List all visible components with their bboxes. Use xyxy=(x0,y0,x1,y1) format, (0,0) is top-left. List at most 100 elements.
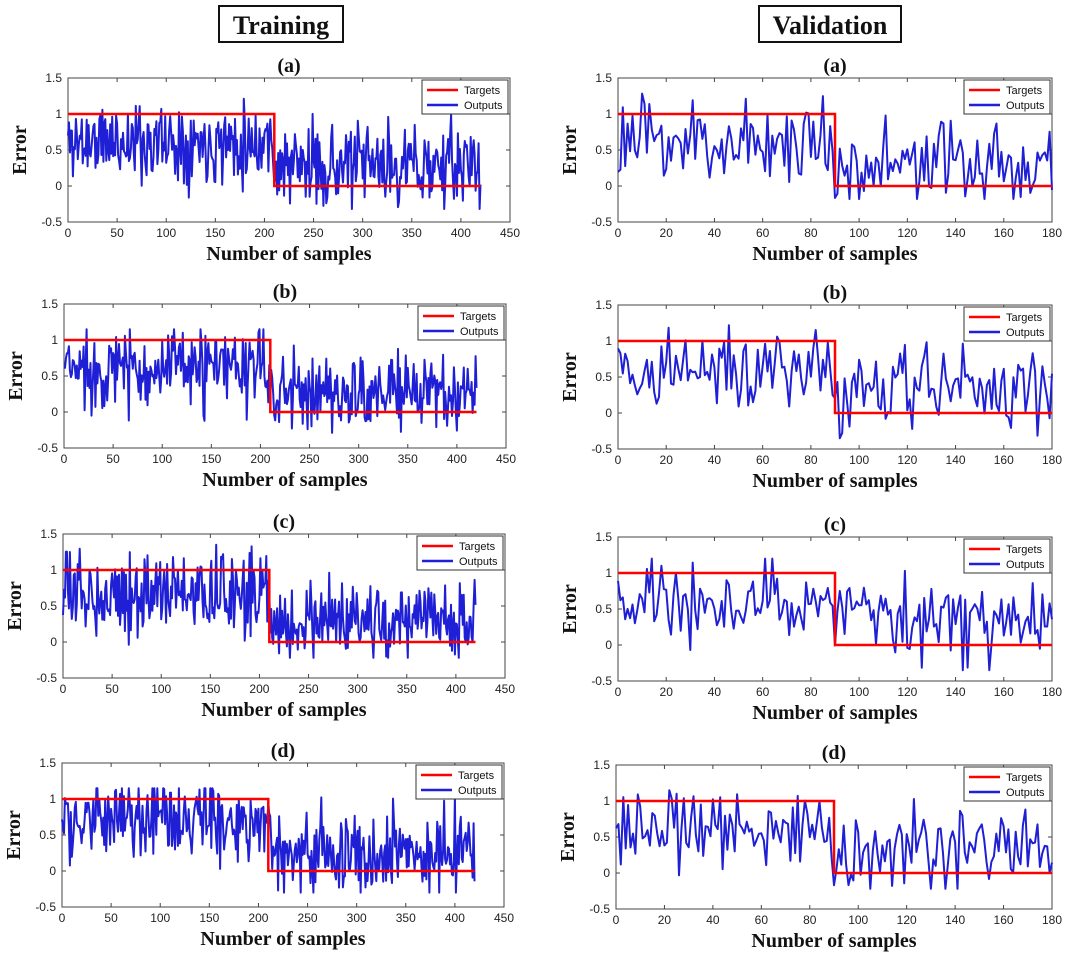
plot-7-xtick-label: 150 xyxy=(199,911,219,925)
plot-6-ytick-label: 0.5 xyxy=(595,602,612,616)
plot-2-validation: (a)0 20 40 60 80 100 120 140 160 180-0.500.511.5N… xyxy=(559,55,1062,265)
plot-6-validation: (c)0 20 40 60 80 100 120 140 160 180-0.500.511.5N… xyxy=(559,514,1062,724)
plot-6-ylabel: Error xyxy=(559,584,581,634)
plot-2-xlabel: Number of samples xyxy=(752,243,917,265)
plot-3-legend-label-targets: Targets xyxy=(460,311,497,323)
plot-5-title: (c) xyxy=(273,511,295,533)
plot-1-xtick-label: 300 xyxy=(353,226,373,240)
plot-2-title: (a) xyxy=(823,55,846,77)
plot-4-ylabel: Error xyxy=(559,352,581,402)
plot-3-ytick-label: 1.5 xyxy=(41,297,58,311)
plot-5-xtick-label: 300 xyxy=(348,682,368,696)
plot-1-title: (a) xyxy=(277,55,300,77)
plot-4-xtick-label: 140 xyxy=(946,453,966,467)
plot-4-title: (b) xyxy=(823,282,847,304)
plot-2-xtick-label: 20 xyxy=(660,226,674,240)
plot-7-xtick-label: 100 xyxy=(150,911,170,925)
plot-3-xtick-label: 50 xyxy=(106,452,120,466)
plot-5-targets-line xyxy=(63,568,476,644)
plot-2-xtick-label: 100 xyxy=(849,226,869,240)
plot-8-title: (d) xyxy=(822,742,846,764)
plot-6-ytick-label: 1.5 xyxy=(595,530,612,544)
plot-8-validation: (d)0 20 40 60 80 100 120 140 160 180-0.500.511.5N… xyxy=(557,742,1062,952)
plot-8-xtick-label: 0 xyxy=(613,913,620,927)
plot-1-xtick-label: 350 xyxy=(402,226,422,240)
plot-4-ytick-label: 0 xyxy=(605,406,612,420)
plot-3-xtick-label: 450 xyxy=(496,452,516,466)
plot-6-ytick-label: 0 xyxy=(605,638,612,652)
plot-2-ytick-label: 1.5 xyxy=(595,71,612,85)
plot-6-xtick-label: 80 xyxy=(804,685,818,699)
plot-5-ytick-label: 1 xyxy=(50,563,57,577)
plot-8-xtick-label: 100 xyxy=(848,913,868,927)
plot-2-xtick-label: 180 xyxy=(1042,226,1062,240)
plot-7-xtick-label: 400 xyxy=(445,911,465,925)
plot-4-xtick-label: 40 xyxy=(708,453,722,467)
plot-2-targets-line xyxy=(618,112,1052,188)
plot-4-validation: (b)0 20 40 60 80 100 120 140 160 180-0.500.511.5N… xyxy=(559,282,1062,492)
plot-7-xtick-label: 200 xyxy=(248,911,268,925)
plot-8-xlabel: Number of samples xyxy=(751,930,916,952)
plot-6-xtick-label: 160 xyxy=(994,685,1014,699)
plot-4-xtick-label: 100 xyxy=(849,453,869,467)
plot-1-ytick-label: 0 xyxy=(55,179,62,193)
plot-1-xtick-label: 250 xyxy=(304,226,324,240)
plot-1-xtick-label: 400 xyxy=(451,226,471,240)
plot-4-legend-label-outputs: Outputs xyxy=(1006,327,1045,339)
plot-7-ytick-label: -0.5 xyxy=(35,900,56,914)
plot-2-legend-label-outputs: Outputs xyxy=(1006,100,1045,112)
plot-6-xtick-label: 100 xyxy=(849,685,869,699)
plot-1-ytick-label: -0.5 xyxy=(41,215,62,229)
plot-6-legend-box xyxy=(963,538,1051,574)
plot-8-legend-label-targets: Targets xyxy=(1006,772,1043,784)
plot-7-training: (d)0 50 100 150 200 250 300 350 400 450-0.500.511… xyxy=(3,740,514,950)
plot-7-xtick-label: 350 xyxy=(396,911,416,925)
plot-4-ytick-label: 0.5 xyxy=(595,370,612,384)
plot-3-xtick-label: 0 xyxy=(61,452,68,466)
plot-5-xtick-label: 0 xyxy=(60,682,67,696)
plot-3-ylabel: Error xyxy=(5,351,27,401)
plot-5-xlabel: Number of samples xyxy=(201,699,366,721)
plot-5-ylabel: Error xyxy=(4,581,26,631)
plot-6-ytick-label: -0.5 xyxy=(591,674,612,688)
plot-3-title: (b) xyxy=(273,281,297,303)
plot-8-xtick-label: 120 xyxy=(897,913,917,927)
plot-2-ytick-label: 1 xyxy=(605,107,612,121)
plot-3-targets-line xyxy=(64,338,477,414)
plot-5-legend: Targets Outputs xyxy=(416,535,504,571)
plot-8-xtick-label: 80 xyxy=(803,913,817,927)
plot-7-legend-label-outputs: Outputs xyxy=(458,785,497,797)
plot-1-ylabel: Error xyxy=(9,125,31,175)
plot-6-legend: Targets Outputs xyxy=(963,538,1051,574)
plot-1-legend-box xyxy=(421,79,509,115)
plot-1-xlabel: Number of samples xyxy=(206,243,371,265)
plot-1-legend-label-outputs: Outputs xyxy=(464,100,503,112)
plot-7-legend: Targets Outputs xyxy=(415,764,503,800)
plot-2-legend-box xyxy=(963,79,1051,115)
plot-5-xtick-label: 50 xyxy=(105,682,119,696)
plot-7-xtick-label: 300 xyxy=(347,911,367,925)
plot-2-xtick-label: 80 xyxy=(804,226,818,240)
plot-8-ytick-label: 0 xyxy=(603,866,610,880)
plot-2-xtick-label: 60 xyxy=(756,226,770,240)
plot-1-xtick-label: 0 xyxy=(65,226,72,240)
plot-7-xtick-label: 450 xyxy=(494,911,514,925)
plot-2-ytick-label: 0.5 xyxy=(595,143,612,157)
plot-5-xtick-label: 100 xyxy=(151,682,171,696)
plot-3-xtick-label: 400 xyxy=(447,452,467,466)
plot-1-targets-line xyxy=(68,112,481,188)
plot-1-ytick-label: 1.5 xyxy=(45,71,62,85)
plot-5-ytick-label: -0.5 xyxy=(36,671,57,685)
plot-6-ytick-label: 1 xyxy=(605,566,612,580)
plot-5-xtick-label: 400 xyxy=(446,682,466,696)
plot-3-xtick-label: 150 xyxy=(201,452,221,466)
plot-3-xtick-label: 300 xyxy=(349,452,369,466)
plot-2-ytick-label: -0.5 xyxy=(591,215,612,229)
header-training-label: Training xyxy=(233,11,329,40)
plot-2-legend: Targets Outputs xyxy=(963,79,1051,115)
header-training: Training xyxy=(218,5,344,43)
plot-7-xlabel: Number of samples xyxy=(200,928,365,950)
plot-5-ytick-label: 0 xyxy=(50,635,57,649)
plot-8-legend-label-outputs: Outputs xyxy=(1006,787,1045,799)
plot-7-ytick-label: 0.5 xyxy=(39,828,56,842)
